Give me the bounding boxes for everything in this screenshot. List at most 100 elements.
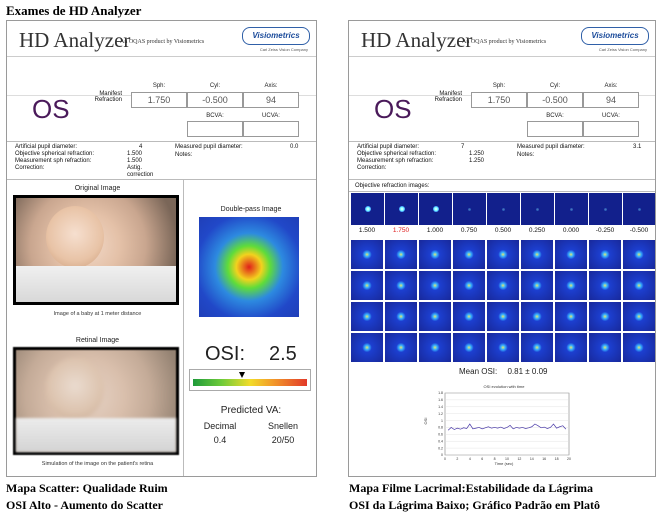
refraction-step-label: 0.000 <box>562 227 580 234</box>
mean-osi-value: 0.81 <box>507 367 524 376</box>
bcva-label: BCVA: <box>546 113 564 119</box>
chart-x-tick: 16 <box>542 457 546 461</box>
osi-evolution-chart: OSI evolution with time OSI Time (sec) 0… <box>423 384 571 466</box>
tear-film-image <box>452 239 486 270</box>
objective-image-strip <box>350 193 655 225</box>
cyl-field[interactable]: -0.500 <box>187 92 243 108</box>
decimal-label: Decimal <box>203 421 237 431</box>
divider <box>349 141 655 142</box>
psf-spot <box>364 206 371 212</box>
divider <box>349 191 655 192</box>
psf-spot <box>604 207 607 211</box>
mean-osi-sd: 0.09 <box>531 367 548 376</box>
notes-label: Notes: <box>175 152 193 158</box>
ucva-field[interactable] <box>243 121 299 137</box>
sph-label: Sph: <box>492 83 506 89</box>
tear-film-image <box>384 332 418 363</box>
tear-film-image <box>588 332 622 363</box>
app-title: HD Analyzer <box>19 28 131 52</box>
left-report-panel: HD Analyzer An OQAS product by Visiometr… <box>6 20 317 477</box>
app-subtitle: An OQAS product by Visiometrics <box>462 39 547 45</box>
info-label: Artificial pupil diameter: <box>357 144 420 150</box>
tear-film-image <box>418 270 452 301</box>
right-caption-2: OSI da Lágrima Baixo; Gráfico Padrão em … <box>349 498 600 512</box>
tear-film-image <box>554 270 588 301</box>
osi-scale-frame <box>189 369 311 391</box>
info-value: 7 <box>461 144 465 150</box>
sph-field[interactable]: 1.750 <box>471 92 527 108</box>
info-block: Artificial pupil diameter: 7 Objective sp… <box>357 144 507 172</box>
sph-label: Sph: <box>152 83 166 89</box>
tear-film-image <box>588 239 622 270</box>
tear-film-image <box>520 301 554 332</box>
objective-images-label: Objective refraction images: <box>355 183 430 189</box>
psf-spot <box>570 207 573 211</box>
cyl-field[interactable]: -0.500 <box>527 92 583 108</box>
double-pass-heatmap <box>199 217 299 317</box>
axis-field[interactable]: 94 <box>243 92 299 108</box>
chart-y-tick: 0.2 <box>438 446 443 450</box>
bcva-label: BCVA: <box>206 113 224 119</box>
bcva-field[interactable] <box>187 121 243 137</box>
ucva-label: UCVA: <box>602 113 620 119</box>
bcva-field[interactable] <box>527 121 583 137</box>
tear-film-image <box>486 301 520 332</box>
chart-y-tick: 0 <box>441 453 443 457</box>
info-row: Objective spherical refraction: 1.500 <box>15 151 165 158</box>
ucva-field[interactable] <box>583 121 639 137</box>
predicted-va-label: Predicted VA: <box>220 405 282 416</box>
chart-x-tick: 20 <box>567 457 571 461</box>
tear-film-image <box>350 270 384 301</box>
left-caption-2: OSI Alto - Aumento do Scatter <box>6 498 163 512</box>
cyl-label: Cyl: <box>549 83 561 89</box>
objective-image-thumb <box>588 193 622 225</box>
psf-spot <box>502 207 505 211</box>
retinal-image-caption: Simulation of the image on the patient's… <box>41 461 154 467</box>
info-value: Astig. correction <box>127 165 154 178</box>
original-image-caption: Image of a baby at 1 meter distance <box>53 311 142 317</box>
psf-spot <box>536 207 539 211</box>
chart-y-tick: 1 <box>441 419 443 423</box>
chart-y-tick: 1.4 <box>438 405 443 409</box>
refraction-label-text: Manifest Refraction <box>94 91 122 103</box>
tear-film-image <box>554 239 588 270</box>
chart-x-tick: 6 <box>481 457 483 461</box>
osi-series-line <box>447 423 567 431</box>
info-label: Correction: <box>357 165 387 171</box>
measured-pupil-label: Measured pupil diameter: <box>175 144 243 150</box>
divider <box>7 179 316 180</box>
snellen-label: Snellen <box>267 421 299 431</box>
refraction-step-label: 0.250 <box>528 227 546 234</box>
objective-image-thumb <box>554 193 588 225</box>
chart-y-tick: 1.2 <box>438 412 443 416</box>
tear-film-image <box>350 239 384 270</box>
axis-field[interactable]: 94 <box>583 92 639 108</box>
tear-film-image <box>452 332 486 363</box>
tear-film-image <box>622 239 655 270</box>
snellen-value: 20/50 <box>271 435 295 445</box>
tear-film-image <box>520 332 554 363</box>
sph-field[interactable]: 1.750 <box>131 92 187 108</box>
tear-film-image <box>554 332 588 363</box>
chart-x-tick: 10 <box>505 457 509 461</box>
notes-label: Notes: <box>517 152 535 158</box>
ucva-label: UCVA: <box>262 113 280 119</box>
decimal-value: 0.4 <box>213 435 227 445</box>
right-caption-1: Mapa Filme Lacrimal:Estabilidade da Lágr… <box>349 481 593 495</box>
tear-film-image <box>554 301 588 332</box>
tear-film-image <box>486 239 520 270</box>
page-title: Exames de HD Analyzer <box>6 3 142 18</box>
info-row: Measurement sph refraction: 1.250 <box>357 158 507 165</box>
tear-film-image <box>588 301 622 332</box>
tear-film-image <box>622 270 655 301</box>
info-label: Artificial pupil diameter: <box>15 144 78 150</box>
right-report-panel: HD Analyzer An OQAS product by Visiometr… <box>348 20 656 477</box>
info-value: 1.250 <box>469 151 485 157</box>
left-header: HD Analyzer An OQAS product by Visiometr… <box>7 21 316 57</box>
osi-color-scale <box>193 379 307 386</box>
psf-spot <box>638 207 641 211</box>
vertical-divider <box>183 179 184 476</box>
objective-image-thumb <box>452 193 486 225</box>
right-header: HD Analyzer An OQAS product by Visiometr… <box>349 21 655 57</box>
info-value: 1.500 <box>127 151 143 157</box>
